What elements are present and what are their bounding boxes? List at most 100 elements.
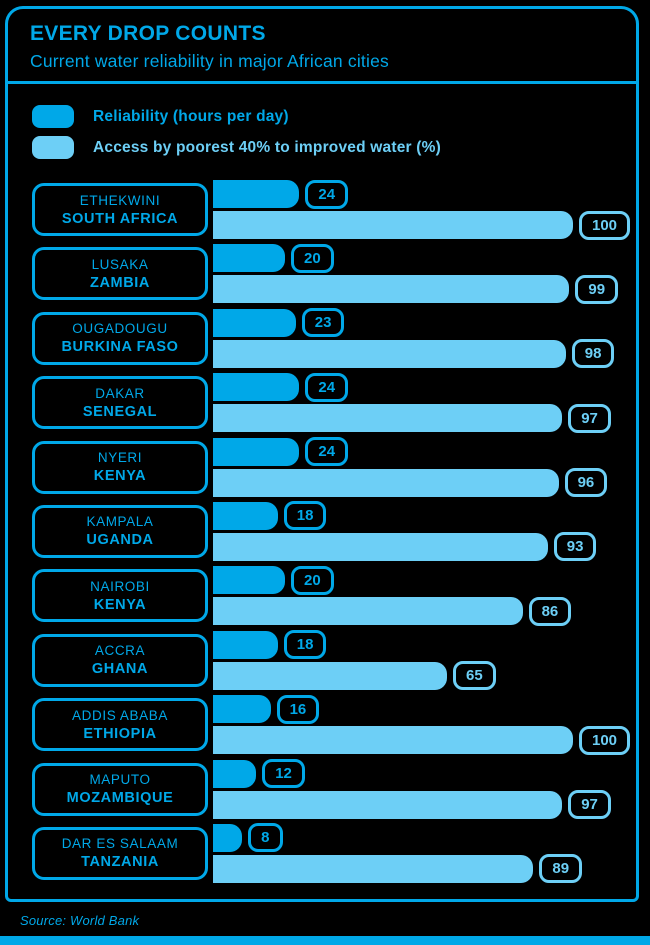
- chart-rows: ETHEKWINI SOUTH AFRICA 24 100 LUSAKA ZAM…: [8, 179, 636, 884]
- country-name: SOUTH AFRICA: [61, 210, 179, 227]
- reliability-bar-line: 12: [213, 759, 636, 789]
- reliability-bar-line: 24: [213, 179, 636, 209]
- header: EVERY DROP COUNTS Current water reliabil…: [8, 9, 636, 84]
- access-bar: [213, 790, 563, 819]
- access-bar-line: 100: [213, 725, 636, 755]
- reliability-bar-line: 24: [213, 437, 636, 467]
- reliability-value-badge: 18: [283, 630, 327, 660]
- city-label-box: NAIROBI KENYA: [32, 569, 208, 623]
- access-value-badge: 98: [571, 339, 615, 369]
- reliability-value-badge: 12: [262, 759, 305, 789]
- reliability-bar-line: 16: [213, 694, 636, 724]
- access-bar: [213, 532, 548, 561]
- bar-group: 18 93: [213, 501, 636, 562]
- table-row: KAMPALA UGANDA 18 93: [32, 501, 636, 562]
- city-name: OUGADOUGU: [72, 321, 168, 337]
- access-bar-line: 65: [213, 661, 636, 691]
- country-name: ZAMBIA: [90, 274, 150, 291]
- city-label-box: DAKAR SENEGAL: [32, 376, 208, 430]
- reliability-bar: [213, 823, 242, 852]
- city-name: ETHEKWINI: [79, 192, 161, 208]
- access-value-badge: 65: [453, 661, 496, 691]
- table-row: LUSAKA ZAMBIA 20 99: [32, 243, 636, 304]
- table-row: ACCRA GHANA 18 65: [32, 630, 636, 691]
- access-value-badge: 86: [528, 596, 572, 626]
- city-label-box: ETHEKWINI SOUTH AFRICA: [32, 183, 208, 236]
- access-bar: [213, 275, 570, 304]
- city-name: ACCRA: [94, 643, 146, 659]
- country-name: MOZAMBIQUE: [66, 790, 174, 807]
- city-name: NYERI: [97, 450, 143, 466]
- legend-item-access: Access by poorest 40% to improved water …: [32, 136, 636, 159]
- access-bar-line: 96: [213, 468, 636, 498]
- reliability-value-badge: 16: [276, 694, 320, 724]
- reliability-bar: [213, 373, 300, 402]
- legend-item-reliability: Reliability (hours per day): [32, 105, 636, 128]
- city-name: LUSAKA: [91, 256, 149, 272]
- reliability-bar: [213, 630, 278, 659]
- country-name: GHANA: [91, 661, 149, 678]
- access-value-badge: 100: [579, 725, 631, 755]
- bar-group: 8 89: [213, 823, 636, 884]
- city-name: NAIROBI: [90, 578, 150, 594]
- access-bar: [213, 468, 559, 497]
- table-row: NAIROBI KENYA 20 86: [32, 565, 636, 626]
- access-bar-line: 97: [213, 790, 636, 820]
- table-row: MAPUTO MOZAMBIQUE 12 97: [32, 759, 636, 820]
- reliability-value-badge: 18: [283, 501, 327, 531]
- access-value-badge: 89: [539, 854, 583, 884]
- access-value-badge: 96: [564, 468, 608, 498]
- reliability-value-badge: 23: [301, 308, 345, 338]
- reliability-bar: [213, 501, 278, 530]
- access-value-badge: 93: [553, 532, 597, 562]
- table-row: OUGADOUGU BURKINA FASO 23 98: [32, 308, 636, 369]
- access-bar: [213, 726, 573, 755]
- access-bar-line: 86: [213, 596, 636, 626]
- reliability-value-badge: 20: [291, 565, 334, 595]
- bar-group: 18 65: [213, 630, 636, 691]
- city-label-box: ADDIS ABABA ETHIOPIA: [32, 698, 208, 752]
- city-label-box: MAPUTO MOZAMBIQUE: [32, 762, 208, 816]
- access-bar: [213, 404, 563, 433]
- city-name: KAMPALA: [86, 514, 154, 530]
- access-bar: [213, 211, 573, 239]
- reliability-value-badge: 24: [305, 437, 349, 467]
- country-name: KENYA: [93, 596, 147, 613]
- city-label-box: LUSAKA ZAMBIA: [32, 247, 208, 301]
- access-value-badge: 99: [575, 274, 619, 304]
- table-row: ETHEKWINI SOUTH AFRICA 24 100: [32, 179, 636, 240]
- reliability-bar: [213, 566, 285, 595]
- page-subtitle: Current water reliability in major Afric…: [30, 51, 389, 71]
- reliability-swatch-icon: [32, 105, 74, 128]
- table-row: ADDIS ABABA ETHIOPIA 16 100: [32, 694, 636, 755]
- reliability-value-badge: 20: [291, 243, 334, 273]
- city-label-box: ACCRA GHANA: [32, 633, 208, 687]
- bar-group: 23 98: [213, 308, 636, 369]
- city-label-box: DAR ES SALAAM TANZANIA: [32, 826, 208, 880]
- page-title: EVERY DROP COUNTS: [30, 22, 266, 45]
- reliability-value-badge: 24: [305, 179, 349, 209]
- reliability-bar: [213, 437, 300, 466]
- bar-group: 24 96: [213, 437, 636, 498]
- country-name: KENYA: [93, 468, 147, 485]
- table-row: DAR ES SALAAM TANZANIA 8 89: [32, 823, 636, 884]
- infographic-frame: EVERY DROP COUNTS Current water reliabil…: [5, 6, 639, 902]
- city-name: ADDIS ABABA: [72, 707, 168, 723]
- legend: Reliability (hours per day) Access by po…: [8, 84, 636, 159]
- bar-group: 20 86: [213, 565, 636, 626]
- access-bar-line: 100: [213, 210, 636, 240]
- reliability-bar-line: 20: [213, 565, 636, 595]
- access-value-badge: 97: [568, 403, 611, 433]
- reliability-bar: [213, 244, 285, 273]
- city-label-box: NYERI KENYA: [32, 440, 208, 494]
- city-label-box: OUGADOUGU BURKINA FASO: [32, 311, 208, 365]
- bar-group: 12 97: [213, 759, 636, 820]
- country-name: UGANDA: [86, 532, 154, 549]
- bar-group: 24 100: [213, 179, 636, 240]
- access-bar: [213, 854, 534, 883]
- access-bar-line: 98: [213, 339, 636, 369]
- access-bar-line: 97: [213, 403, 636, 433]
- bottom-accent-bar: [0, 936, 650, 945]
- access-bar-line: 93: [213, 532, 636, 562]
- country-name: BURKINA FASO: [61, 339, 179, 356]
